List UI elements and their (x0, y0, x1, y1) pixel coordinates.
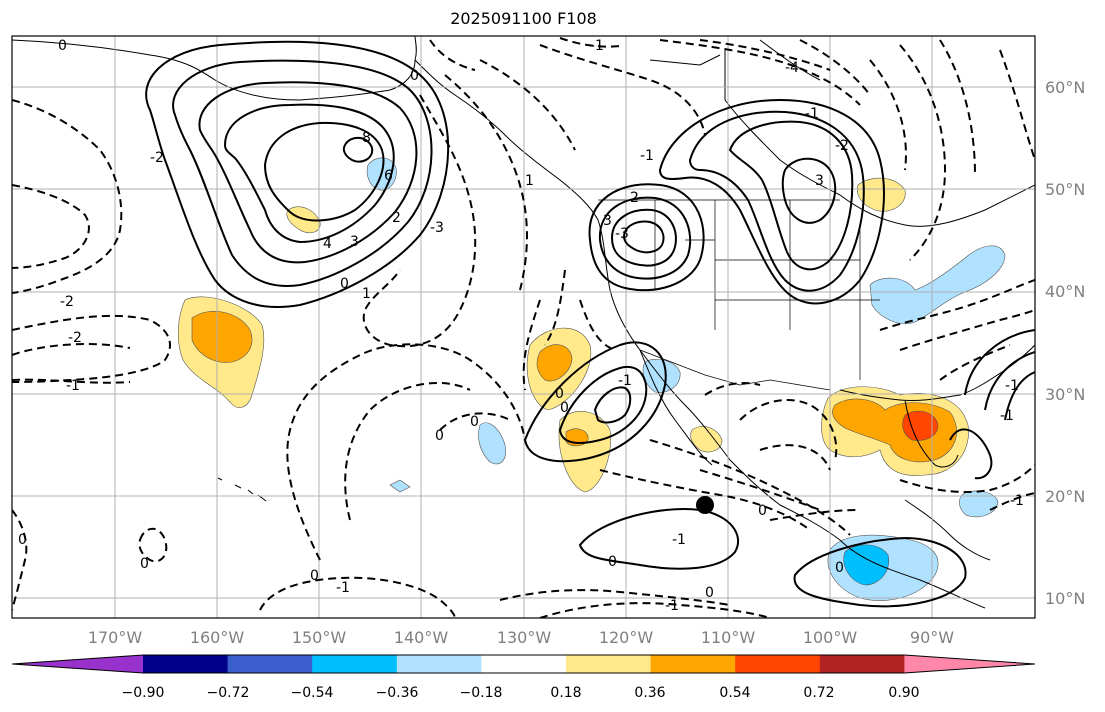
colorbar-extend-high (904, 655, 1035, 673)
colorbar-tick-label: −0.72 (207, 685, 250, 701)
contour-label: -1 (640, 148, 654, 164)
lon-label: 160°W (190, 628, 245, 647)
longitude-labels: 170°W 160°W 150°W 140°W 130°W 120°W 110°… (88, 628, 954, 647)
colorbar-tick-label: 0.36 (634, 685, 665, 701)
colorbar-tick-label: −0.36 (376, 685, 419, 701)
lon-label: 150°W (292, 628, 347, 647)
colorbar-segment (143, 655, 229, 673)
extreme-warm-anomaly-gulf (902, 410, 939, 441)
colorbar-ticks: −0.90 −0.72 −0.54 −0.36 −0.18 0.18 0.36 … (122, 685, 920, 701)
contour-label: 4 (323, 236, 332, 252)
contour-label: 0 (58, 38, 67, 54)
contour-label: 3 (603, 213, 612, 229)
contour-label: 0 (555, 386, 564, 402)
colorbar-tick-label: 0.54 (719, 685, 750, 701)
colorbar-tick-label: −0.90 (122, 685, 165, 701)
colorbar (11, 654, 1036, 674)
contour-label: 0 (758, 503, 767, 519)
lon-label: 100°W (803, 628, 858, 647)
colorbar-segment (481, 655, 567, 673)
colorbar-tick-label: 0.90 (888, 685, 919, 701)
contour-label: -1 (336, 580, 350, 596)
contour-label: -1 (590, 38, 604, 54)
lon-label: 140°W (394, 628, 449, 647)
contour-label: 2 (630, 190, 639, 206)
colorbar-tick-label: −0.54 (291, 685, 334, 701)
contour-label: 0 (470, 414, 479, 430)
negative-contours (12, 37, 1035, 618)
contour-label: 8 (362, 130, 371, 146)
colorbar-segment (227, 655, 313, 673)
strong-warm-anomaly-baja (536, 344, 573, 382)
contour-labels: 0 -1 -4 8 6 -2 4 3 2 1 0 -2 -2 -1 -3 2 -… (18, 38, 1024, 614)
contour-label: 0 (608, 554, 617, 570)
contour-label: 0 (435, 428, 444, 444)
lon-label: 120°W (599, 628, 654, 647)
lat-label: 60°N (1045, 78, 1085, 97)
colorbar-extend-low (12, 655, 143, 673)
lon-label: 130°W (497, 628, 552, 647)
cold-anomaly-east (869, 245, 1006, 325)
contour-label: -2 (68, 330, 82, 346)
map-title: 2025091100 F108 (450, 9, 597, 28)
cold-anomaly-small (389, 479, 411, 493)
contour-label: 0 (310, 568, 319, 584)
lat-label: 30°N (1045, 385, 1085, 404)
contour-label: 0 (835, 560, 844, 576)
contour-label: 1 (362, 286, 371, 302)
contour-label: -1 (1005, 378, 1019, 394)
strong-warm-anomaly-pacific (191, 311, 253, 363)
lon-label: 110°W (701, 628, 756, 647)
colorbar-segment (312, 655, 398, 673)
colorbar-outline (11, 654, 1036, 674)
map-border (11, 35, 1036, 619)
lat-label: 40°N (1045, 282, 1085, 301)
contour-label: 3 (350, 234, 359, 250)
lat-label: 20°N (1045, 487, 1085, 506)
contour-label: 0 (18, 532, 27, 548)
contour-label: 3 (815, 173, 824, 189)
contour-label: -1 (618, 373, 632, 389)
coastlines (12, 36, 1035, 609)
strong-cold-anomaly-epac (843, 544, 890, 586)
lat-label: 10°N (1045, 589, 1085, 608)
contour-label: 0 (140, 556, 149, 572)
latitude-labels: 60°N 50°N 40°N 30°N 20°N 10°N (1045, 78, 1085, 608)
colorbar-segment (735, 655, 821, 673)
lon-label: 170°W (88, 628, 143, 647)
contour-label: -4 (785, 60, 799, 76)
contour-label: 1 (525, 173, 534, 189)
lat-label: 50°N (1045, 180, 1085, 199)
contour-label: -1 (1010, 493, 1024, 509)
contour-label: -1 (66, 378, 80, 394)
contour-label: 6 (384, 168, 393, 184)
colorbar-tick-label: −0.18 (460, 685, 503, 701)
contour-label: 0 (340, 276, 349, 292)
colorbar-segment (650, 655, 736, 673)
colorbar-tick-label: 0.18 (550, 685, 581, 701)
contour-label: -1 (672, 532, 686, 548)
contour-label: 2 (392, 210, 401, 226)
contour-label: -2 (835, 138, 849, 154)
contour-label: -3 (430, 220, 444, 236)
contour-label: -2 (60, 294, 74, 310)
contour-label: -3 (615, 226, 629, 242)
contour-label: 0 (560, 400, 569, 416)
colorbar-segment (819, 655, 905, 673)
contour-label: 0 (705, 585, 714, 601)
colorbar-tick-label: 0.72 (803, 685, 834, 701)
colorbar-segment (396, 655, 482, 673)
positive-contours (145, 40, 1035, 608)
lon-label: 90°W (910, 628, 954, 647)
contour-label: 0 (410, 68, 419, 84)
cold-anomaly-1 (478, 422, 506, 465)
storm-center-marker (696, 496, 714, 514)
colorbar-segment (566, 655, 652, 673)
contour-label: -1 (1000, 408, 1014, 424)
contour-label: -2 (150, 150, 164, 166)
warm-anomaly-mexico (690, 426, 723, 453)
contour-label: -1 (805, 106, 819, 122)
contour-label: -1 (665, 598, 679, 614)
